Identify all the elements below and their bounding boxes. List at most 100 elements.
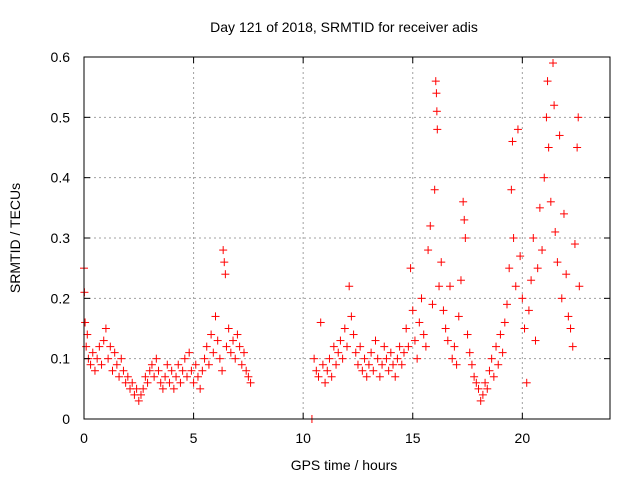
data-point [353,360,362,369]
data-point [334,348,343,357]
data-point [527,276,536,285]
data-point [115,372,124,381]
data-point [535,203,544,212]
data-point [384,366,393,375]
data-point [399,348,408,357]
data-point [180,354,189,363]
data-point [150,372,159,381]
data-point [90,366,99,375]
data-point [231,354,240,363]
x-tick-label: 15 [405,430,421,446]
data-point [509,234,518,242]
data-point [575,282,584,291]
data-point [516,252,525,261]
data-point [226,348,235,357]
data-point [362,372,371,381]
x-tick-label: 20 [515,430,531,446]
y-tick-label: 0.4 [51,170,71,186]
data-point [193,372,202,381]
data-point [492,342,501,351]
data-point [476,396,485,405]
data-point [446,282,455,291]
data-point [454,312,463,321]
data-point [314,372,323,381]
data-point [239,348,248,357]
data-point [83,330,92,339]
y-tick-label: 0 [62,411,70,427]
data-point [380,342,389,351]
data-point [470,372,479,381]
data-point [139,384,148,393]
data-point [441,324,450,333]
data-point [312,366,321,375]
y-tick-label: 0.5 [51,109,71,125]
data-point [167,366,176,375]
data-point [375,372,384,381]
data-point [321,378,330,387]
data-point [136,390,145,399]
y-tick-label: 0.3 [51,230,71,246]
data-point [393,354,402,363]
data-point [564,312,573,321]
data-point [389,360,398,369]
data-point [221,270,230,279]
data-point [112,360,121,369]
data-point [244,372,253,381]
data-point [513,125,522,134]
data-point [408,306,417,315]
data-point [110,348,119,357]
data-point [187,366,196,375]
data-point [518,294,527,303]
data-point [570,240,579,249]
data-point [233,330,242,339]
data-point [496,330,505,339]
data-point [185,348,194,357]
data-point [327,372,336,381]
x-axis-label: GPS time / hours [291,457,398,473]
data-point [198,366,207,375]
data-point [424,246,433,255]
data-point [544,143,553,152]
data-point [93,354,102,363]
data-point [557,294,566,303]
data-point [318,360,327,369]
data-point [494,360,503,369]
data-point [367,348,376,357]
data-point [86,360,95,369]
data-point [215,354,224,363]
data-point [119,366,128,375]
data-point [437,258,446,267]
data-point [349,330,358,339]
data-point [439,306,448,315]
data-point [88,348,97,357]
y-tick-label: 0.1 [51,351,71,367]
data-point [351,348,360,357]
data-point [568,342,577,351]
data-point [502,300,511,309]
data-point [426,221,435,230]
data-point [448,354,457,363]
data-point [481,378,490,387]
data-point [485,366,494,375]
data-point [508,137,517,146]
data-point [123,372,132,381]
data-point [533,264,542,273]
data-point [229,336,238,345]
data-point [406,264,415,273]
data-point [360,354,369,363]
data-point [465,348,474,357]
data-point [178,366,187,375]
data-point [460,215,469,224]
data-point [325,354,334,363]
data-point [211,312,220,321]
data-point [540,173,549,182]
data-point [417,294,426,303]
data-point [358,366,367,375]
data-point [520,324,529,333]
data-point [213,336,222,345]
data-point [218,366,227,375]
data-point [435,282,444,291]
data-point [397,360,406,369]
